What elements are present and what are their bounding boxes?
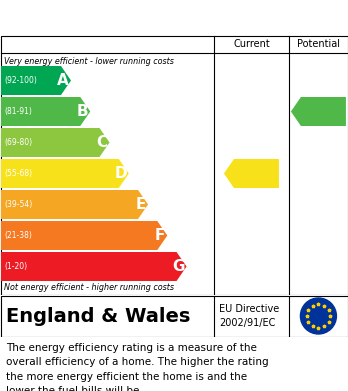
Polygon shape <box>1 97 90 126</box>
Text: Potential: Potential <box>297 39 340 49</box>
Text: C: C <box>96 135 108 150</box>
Polygon shape <box>1 221 167 250</box>
Text: G: G <box>172 259 184 274</box>
Text: England & Wales: England & Wales <box>6 307 190 325</box>
Circle shape <box>300 298 337 334</box>
Text: E: E <box>136 197 146 212</box>
Polygon shape <box>291 97 346 126</box>
Text: EU Directive
2002/91/EC: EU Directive 2002/91/EC <box>219 305 279 328</box>
Text: (81-91): (81-91) <box>4 107 32 116</box>
Text: (21-38): (21-38) <box>4 231 32 240</box>
Text: D: D <box>114 166 127 181</box>
Polygon shape <box>1 159 129 188</box>
Polygon shape <box>1 66 71 95</box>
Text: (39-54): (39-54) <box>4 200 32 209</box>
Text: (55-68): (55-68) <box>4 169 32 178</box>
Polygon shape <box>1 128 110 157</box>
Text: (92-100): (92-100) <box>4 76 37 85</box>
Text: Current: Current <box>233 39 270 49</box>
Text: 81: 81 <box>313 104 334 119</box>
Text: Not energy efficient - higher running costs: Not energy efficient - higher running co… <box>4 283 174 292</box>
Text: Very energy efficient - lower running costs: Very energy efficient - lower running co… <box>4 57 174 66</box>
Text: F: F <box>155 228 165 243</box>
Text: B: B <box>77 104 88 119</box>
Text: The energy efficiency rating is a measure of the
overall efficiency of a home. T: The energy efficiency rating is a measur… <box>6 343 269 391</box>
Text: (1-20): (1-20) <box>4 262 27 271</box>
Text: A: A <box>57 73 69 88</box>
Text: 62: 62 <box>246 166 267 181</box>
Text: Energy Efficiency Rating: Energy Efficiency Rating <box>8 10 229 25</box>
Polygon shape <box>1 252 187 281</box>
Text: (69-80): (69-80) <box>4 138 32 147</box>
Polygon shape <box>1 190 148 219</box>
Polygon shape <box>224 159 279 188</box>
